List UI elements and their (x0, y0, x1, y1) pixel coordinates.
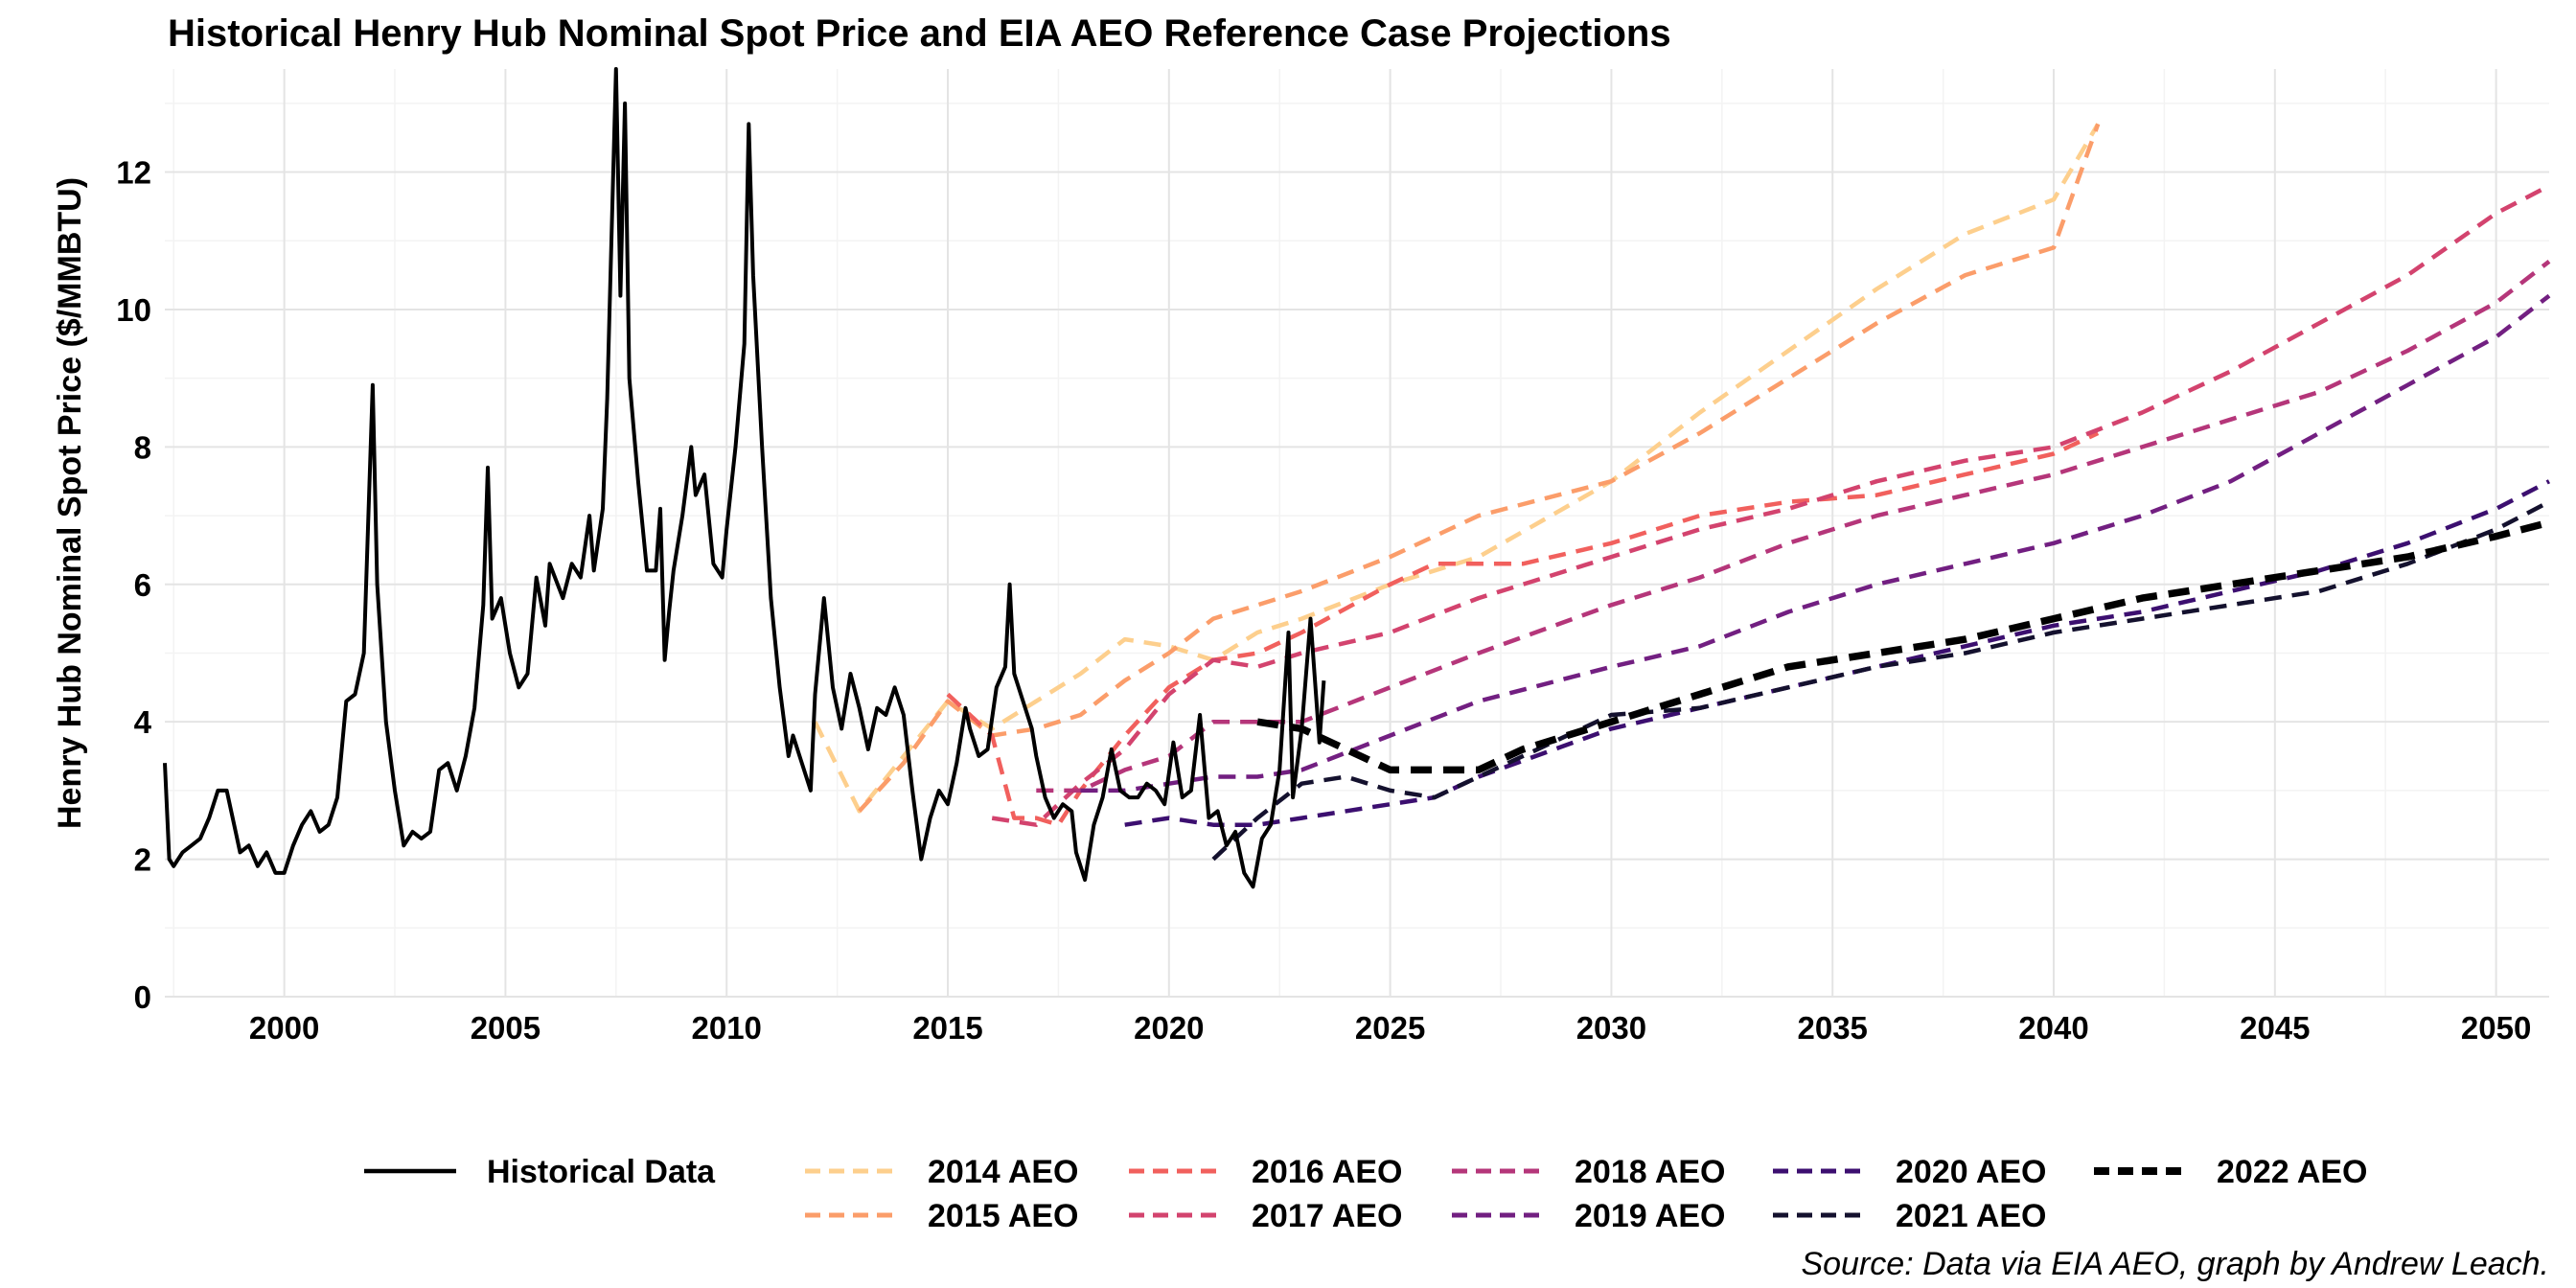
x-tick-label: 2040 (2018, 1010, 2088, 1046)
series-layer (163, 67, 2551, 889)
x-tick-label: 2015 (912, 1010, 982, 1046)
legend-label-2021-aeo: 2021 AEO (1896, 1198, 2047, 1234)
series-line-historical-data (163, 67, 1326, 889)
x-tick-label: 2030 (1576, 1010, 1646, 1046)
legend-label-2020-aeo: 2020 AEO (1896, 1154, 2047, 1190)
legend-label-2019-aeo: 2019 AEO (1575, 1198, 1726, 1234)
series-line-2022-aeo (1256, 518, 2550, 774)
y-tick-label: 12 (116, 155, 151, 191)
grid (165, 69, 2549, 998)
legend: Historical Data 2014 AEO 2015 AEO 2016 AEO 2… (364, 1154, 2368, 1234)
x-tick-label: 2010 (692, 1010, 762, 1046)
y-tick-label: 0 (134, 979, 151, 1015)
legend-label-2015-aeo: 2015 AEO (928, 1198, 1079, 1234)
legend-label-2014-aeo: 2014 AEO (928, 1154, 1079, 1190)
y-tick-label: 10 (116, 292, 151, 328)
y-tick-label: 4 (134, 704, 152, 740)
series-line-2014-aeo (813, 123, 2101, 814)
y-tick-label: 6 (134, 567, 151, 603)
series-line-2015-aeo (858, 123, 2101, 813)
x-tick-label: 2020 (1134, 1010, 1204, 1046)
x-tick-label: 2005 (471, 1010, 540, 1046)
x-tick-label: 2035 (1798, 1010, 1868, 1046)
series-line-2017-aeo (991, 183, 2551, 827)
x-axis-ticks: 2000 2005 2010 2015 2020 2025 2030 2035 2040 2045… (249, 1010, 2531, 1046)
x-tick-label: 2050 (2461, 1010, 2531, 1046)
legend-label-2017-aeo: 2017 AEO (1252, 1198, 1403, 1234)
series-line-2021-aeo (1211, 499, 2551, 862)
x-tick-label: 2045 (2240, 1010, 2310, 1046)
series-line-2016-aeo (946, 430, 2100, 827)
chart-title: Historical Henry Hub Nominal Spot Price … (168, 12, 1671, 55)
legend-label-2022-aeo: 2022 AEO (2217, 1154, 2368, 1190)
series-line-2020-aeo (1124, 479, 2551, 827)
series-line-2018-aeo (1036, 260, 2551, 794)
x-tick-label: 2025 (1355, 1010, 1425, 1046)
y-tick-label: 2 (134, 842, 151, 878)
y-axis-ticks: 0 2 4 6 8 10 12 (116, 155, 151, 1015)
y-tick-label: 8 (134, 429, 151, 465)
y-axis-label: Henry Hub Nominal Spot Price ($/MMBTU) (52, 177, 88, 829)
x-tick-label: 2000 (249, 1010, 319, 1046)
series-line-2019-aeo (1080, 293, 2551, 794)
legend-label-2018-aeo: 2018 AEO (1575, 1154, 1726, 1190)
caption: Source: Data via EIA AEO, graph by Andre… (1801, 1246, 2549, 1282)
legend-label-historical-data: Historical Data (487, 1154, 716, 1190)
legend-label-2016-aeo: 2016 AEO (1252, 1154, 1403, 1190)
